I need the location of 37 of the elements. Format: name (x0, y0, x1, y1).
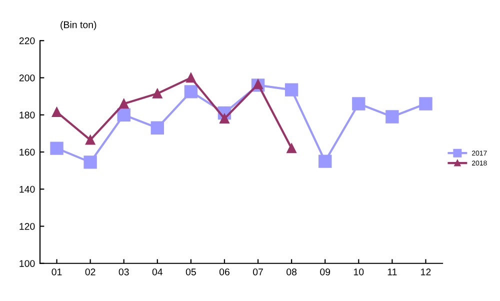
x-tick-label: 03 (118, 268, 129, 276)
y-tick-label: 120 (20, 222, 35, 230)
x-tick-label: 12 (421, 268, 431, 276)
y-tick-label: 100 (20, 260, 35, 267)
y-tick-label: 160 (20, 148, 35, 156)
x-tick-label: 08 (286, 268, 297, 276)
point (118, 98, 129, 109)
point (184, 85, 198, 98)
point (419, 97, 432, 110)
y-tick-label: 140 (20, 186, 35, 193)
y-tick-label: 200 (19, 74, 35, 82)
point (52, 107, 62, 117)
x-tick-label: 05 (186, 268, 196, 276)
x-tick-label: 06 (219, 268, 230, 276)
point (50, 142, 64, 155)
x-tick-label: 07 (252, 268, 263, 276)
x-tick-label: 01 (52, 268, 62, 276)
point (220, 114, 230, 124)
y-axis-title: (Bin ton) (60, 21, 96, 30)
y-tick-label: 220 (19, 37, 35, 44)
x-tick-label: 11 (388, 268, 397, 276)
point (286, 143, 296, 154)
x-tick-label: 04 (152, 268, 163, 276)
point (352, 97, 366, 110)
point (318, 154, 332, 168)
point (117, 108, 130, 122)
point (150, 121, 164, 134)
x-tick-label: 10 (354, 268, 364, 276)
point (152, 88, 162, 98)
y-tick-label: 180 (20, 112, 35, 118)
point (84, 156, 97, 169)
point (284, 83, 298, 96)
x-tick-label: 09 (320, 268, 330, 276)
x-tick-label: 02 (85, 268, 96, 276)
point (85, 135, 96, 145)
point (186, 72, 196, 83)
point (386, 110, 399, 124)
